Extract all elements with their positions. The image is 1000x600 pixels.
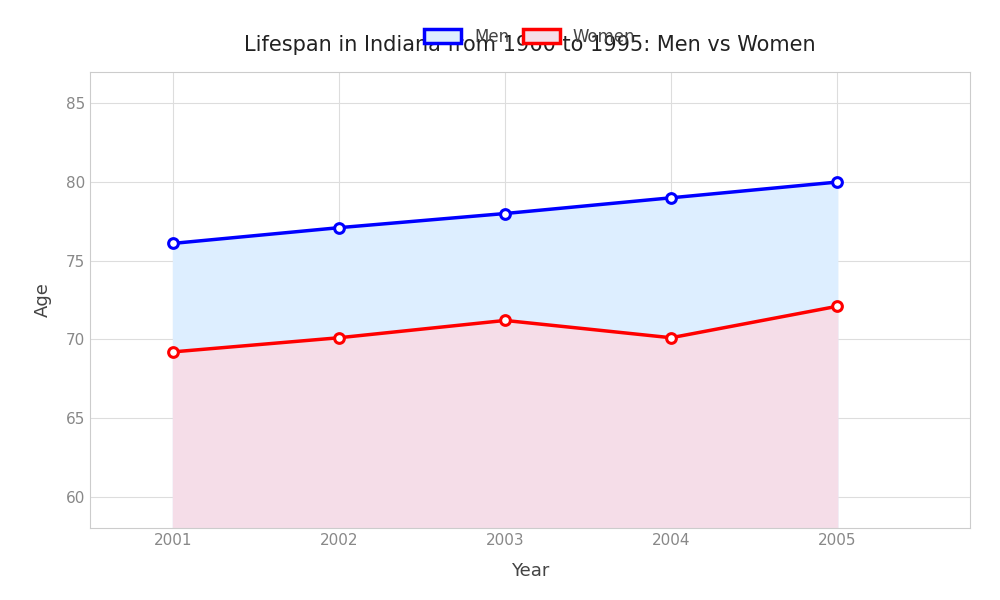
Title: Lifespan in Indiana from 1960 to 1995: Men vs Women: Lifespan in Indiana from 1960 to 1995: M… xyxy=(244,35,816,55)
Legend: Men, Women: Men, Women xyxy=(418,21,642,52)
X-axis label: Year: Year xyxy=(511,562,549,580)
Y-axis label: Age: Age xyxy=(34,283,52,317)
